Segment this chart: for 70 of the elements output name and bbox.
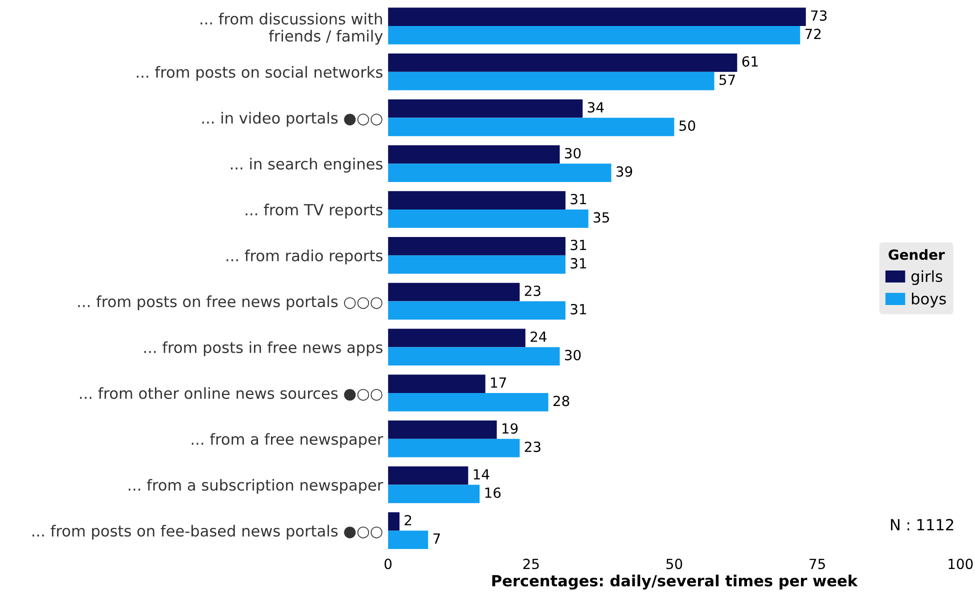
x-tick-label: 0 bbox=[384, 558, 392, 570]
bar bbox=[388, 8, 806, 26]
data-label: 31 bbox=[570, 304, 586, 314]
bar bbox=[388, 237, 566, 256]
y-tick-label: ... from discussions with friends / family bbox=[200, 12, 383, 45]
y-tick-label: ... from posts in free news apps bbox=[144, 341, 382, 356]
x-tick-label: 50 bbox=[666, 558, 682, 570]
data-label: 19 bbox=[502, 423, 518, 434]
x-axis-title: Percentages: daily/several times per week bbox=[492, 574, 858, 590]
data-label: 31 bbox=[570, 258, 586, 269]
data-label: 31 bbox=[570, 240, 586, 250]
bar bbox=[388, 530, 428, 549]
y-tick-label: ... in search engines bbox=[230, 158, 382, 173]
bar bbox=[388, 145, 560, 164]
data-label: 7 bbox=[433, 534, 440, 544]
bar bbox=[388, 484, 480, 504]
data-label: 17 bbox=[491, 378, 506, 388]
bar bbox=[388, 420, 497, 439]
bar bbox=[388, 164, 612, 182]
data-label: 72 bbox=[805, 28, 821, 39]
x-tick-label: 25 bbox=[523, 558, 539, 570]
bar bbox=[388, 26, 800, 44]
bar bbox=[388, 328, 526, 348]
legend-label: girls bbox=[911, 270, 942, 286]
data-label: 73 bbox=[811, 10, 827, 21]
legend-label: boys bbox=[912, 292, 946, 308]
y-tick-label: ... from TV reports bbox=[246, 204, 382, 218]
bar bbox=[388, 374, 486, 393]
data-label: 2 bbox=[404, 514, 412, 526]
bar bbox=[388, 255, 566, 274]
bar bbox=[388, 53, 738, 72]
data-label: 24 bbox=[530, 331, 546, 342]
y-tick-label: ... from radio reports bbox=[226, 250, 382, 264]
x-tick-label: 100 bbox=[948, 558, 973, 570]
y-tick-label: ... in video portals ●○○ bbox=[202, 112, 382, 127]
data-label: 31 bbox=[570, 194, 586, 204]
data-label: 23 bbox=[524, 442, 540, 452]
data-label: 30 bbox=[564, 148, 581, 158]
bar bbox=[388, 282, 520, 302]
data-label: 50 bbox=[679, 120, 696, 131]
bar bbox=[388, 512, 400, 531]
y-tick-label: ... from a subscription newspaper bbox=[128, 478, 384, 494]
bar bbox=[388, 209, 588, 228]
data-label: 14 bbox=[474, 469, 490, 480]
data-label: 30 bbox=[564, 350, 581, 360]
data-label: 35 bbox=[594, 212, 609, 223]
y-tick-label: ... from posts on fee-based news portals ●○○ bbox=[32, 524, 382, 540]
bar bbox=[388, 301, 566, 320]
y-tick-label: ... from posts on social networks bbox=[136, 66, 382, 81]
bar bbox=[388, 72, 714, 90]
bar bbox=[388, 393, 548, 412]
data-label: 16 bbox=[485, 487, 501, 498]
y-tick-label: ... from other online news sources ●○○ bbox=[80, 387, 382, 401]
data-label: 39 bbox=[616, 166, 632, 177]
data-label: 61 bbox=[742, 56, 758, 67]
data-label: 28 bbox=[553, 396, 570, 406]
bar bbox=[388, 347, 560, 366]
data-label: 34 bbox=[588, 102, 604, 113]
bar bbox=[388, 118, 674, 136]
y-tick-label: ... from posts on free news portals ○○○ bbox=[78, 295, 382, 310]
y-tick-label: ... from a free newspaper bbox=[192, 433, 384, 448]
bar bbox=[388, 466, 468, 485]
legend-title: Gender bbox=[888, 249, 945, 260]
x-tick-label: 75 bbox=[810, 558, 825, 570]
data-label: 23 bbox=[524, 286, 540, 296]
data-label: 57 bbox=[720, 74, 735, 86]
bar bbox=[388, 191, 566, 210]
bar bbox=[388, 99, 583, 118]
annotation: N : 1112 bbox=[890, 518, 954, 530]
bar bbox=[388, 438, 520, 458]
